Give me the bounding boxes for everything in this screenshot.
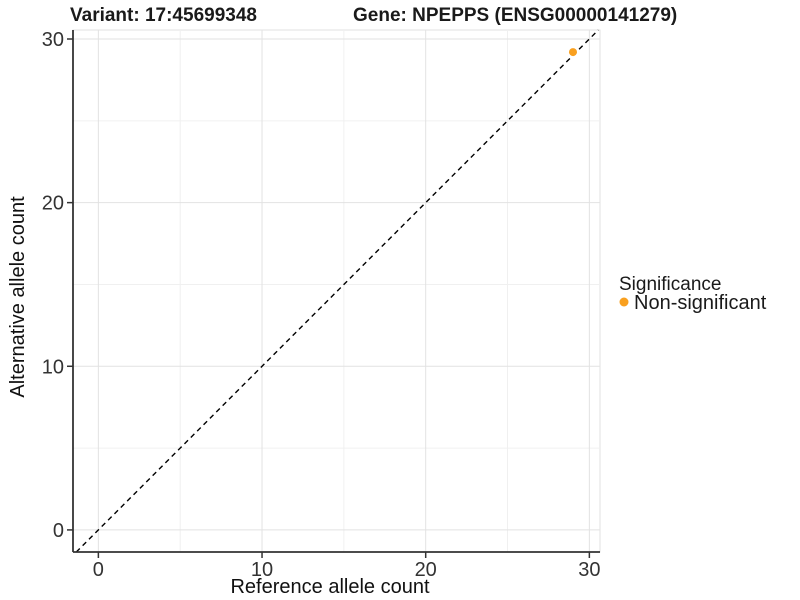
y-axis-title: Alternative allele count xyxy=(7,196,29,398)
legend: Significance Non-significant xyxy=(619,274,767,314)
y-tick-label: 30 xyxy=(42,29,64,51)
identity-dashed-line xyxy=(75,29,599,553)
x-tick-label: 10 xyxy=(251,559,273,581)
y-tick-label: 20 xyxy=(42,193,64,215)
y-tick-label: 10 xyxy=(42,356,64,378)
panel-border xyxy=(72,29,601,553)
legend-entry-label: Non-significant xyxy=(634,292,767,314)
plot-panel: 0 10 20 30 0 10 20 30 xyxy=(42,29,601,581)
x-tick-label: 20 xyxy=(415,559,437,581)
legend-point-swatch xyxy=(619,297,629,307)
x-tick-label: 30 xyxy=(578,559,600,581)
legend-title: Significance xyxy=(619,274,721,295)
gene-title: Gene: NPEPPS (ENSG00000141279) xyxy=(353,5,677,26)
x-tick-label: 0 xyxy=(93,559,104,581)
variant-title: Variant: 17:45699348 xyxy=(70,5,257,26)
x-axis-title: Reference allele count xyxy=(230,576,429,598)
y-tick-label: 0 xyxy=(53,520,64,542)
data-point xyxy=(568,48,577,57)
